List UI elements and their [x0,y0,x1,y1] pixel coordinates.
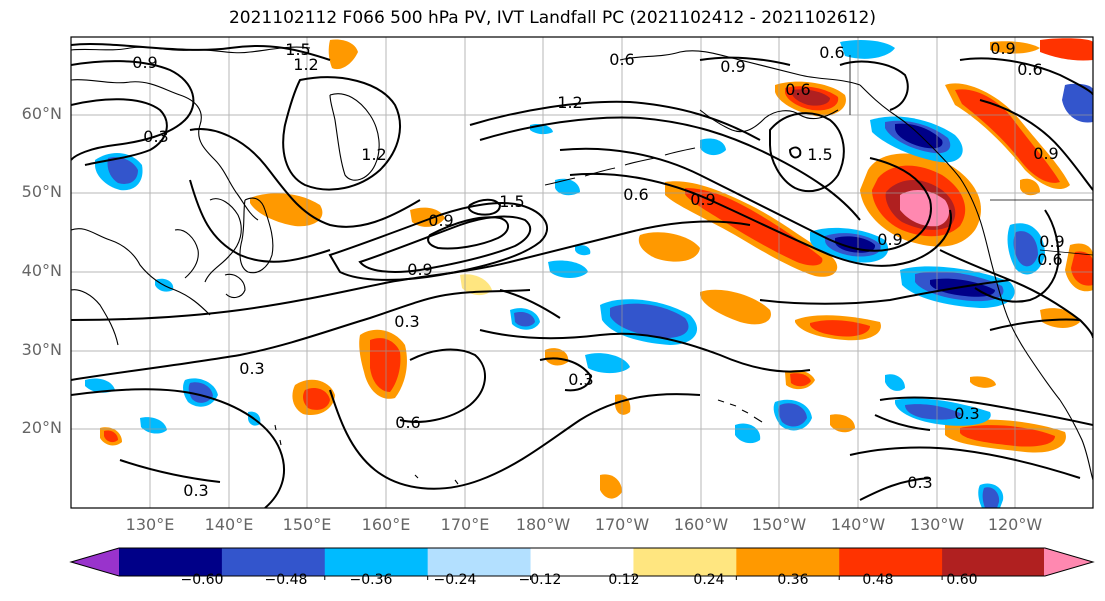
map-frame [70,36,1094,509]
colorbar-segment [427,548,532,576]
contour-label: 0.6 [1037,250,1062,269]
contour-label: 0.3 [954,404,979,423]
lat-label-50n: 50°N [21,182,62,201]
colorbar-segment [221,548,326,576]
colorbar-tick: −0.24 [433,572,477,588]
colorbar [69,547,1095,580]
colorbar-segment [324,548,429,576]
colorbar-segment [530,548,635,576]
colorbar-tick: 0.12 [608,572,640,588]
lon-label-180w: 180°W [515,515,571,534]
colorbar-tick: −0.12 [518,572,562,588]
lat-label-40n: 40°N [21,261,62,280]
lat-label-60n: 60°N [21,104,62,123]
contour-label: 0.9 [407,260,432,279]
lon-label-130e: 130°E [125,515,175,534]
contour-label: 0.3 [143,127,168,146]
lat-label-20n: 20°N [21,418,62,437]
contour-label: 0.6 [819,43,844,62]
contour-label: 0.9 [1033,144,1058,163]
contour-label: 0.9 [1039,232,1064,251]
colorbar-tick: −0.36 [349,572,393,588]
contour-label: 0.6 [609,50,634,69]
colorbar-extend-max [1044,548,1093,576]
colorbar-extend-min [71,548,120,576]
lon-label-160w: 160°W [673,515,729,534]
contour-label: 0.9 [132,53,157,72]
colorbar-segment [839,548,943,576]
pv-contours [71,42,1093,508]
colorbar-outline [69,547,1095,577]
colorbar-tick: 0.60 [946,572,978,588]
contour-label: 0.3 [907,473,932,492]
colorbar-tick: 0.24 [693,572,725,588]
contour-label: 0.9 [877,230,902,249]
pv-contour-labels: 1.5 1.2 0.9 0.3 0.6 0.6 0.9 0.6 0.9 0.6 … [132,39,1064,500]
contour-label: 0.9 [428,211,453,230]
contour-label: 0.3 [568,370,593,389]
contour-label: 1.5 [807,145,832,164]
contour-label: 0.3 [239,359,264,378]
colorbar-segment [119,548,223,576]
contour-label: 0.9 [990,39,1015,58]
colorbar-tick: 0.36 [777,572,809,588]
contour-label: 1.2 [361,145,386,164]
contour-label: 1.2 [293,55,318,74]
lon-label-140e: 140°E [204,515,254,534]
graticule [71,37,1093,508]
lon-label-150e: 150°E [282,515,332,534]
colorbar-tick: −0.60 [180,572,224,588]
lon-label-130w: 130°W [909,515,965,534]
contour-label: 0.9 [720,57,745,76]
contour-label: 0.6 [1017,60,1042,79]
negative-anomalies [85,40,1093,508]
contour-label: 1.5 [499,192,524,211]
lon-label-160e: 160°E [361,515,411,534]
contour-label: 0.6 [623,185,648,204]
colorbar-tick: 0.48 [862,572,894,588]
contour-label: 0.3 [394,312,419,331]
colorbar-segment [736,548,840,576]
lon-label-170w: 170°W [594,515,650,534]
lat-label-30n: 30°N [21,340,62,359]
lon-label-150w: 150°W [751,515,807,534]
colorbar-segment [942,548,1046,576]
lon-label-140w: 140°W [830,515,886,534]
contour-label: 0.9 [690,190,715,209]
contour-label: 1.5 [285,40,310,59]
colorbar-segment [633,548,737,576]
colorbar-tick: −0.48 [264,572,308,588]
lon-label-120w: 120°W [987,515,1043,534]
contour-label: 0.6 [785,80,810,99]
map-plot-area: 1.5 1.2 0.9 0.3 0.6 0.6 0.9 0.6 0.9 0.6 … [71,37,1093,508]
contour-label: 0.3 [183,481,208,500]
lon-label-170e: 170°E [440,515,490,534]
contour-label: 1.2 [557,93,582,112]
map-title: 2021102112 F066 500 hPa PV, IVT Landfall… [228,8,876,28]
contour-label: 0.6 [395,413,420,432]
